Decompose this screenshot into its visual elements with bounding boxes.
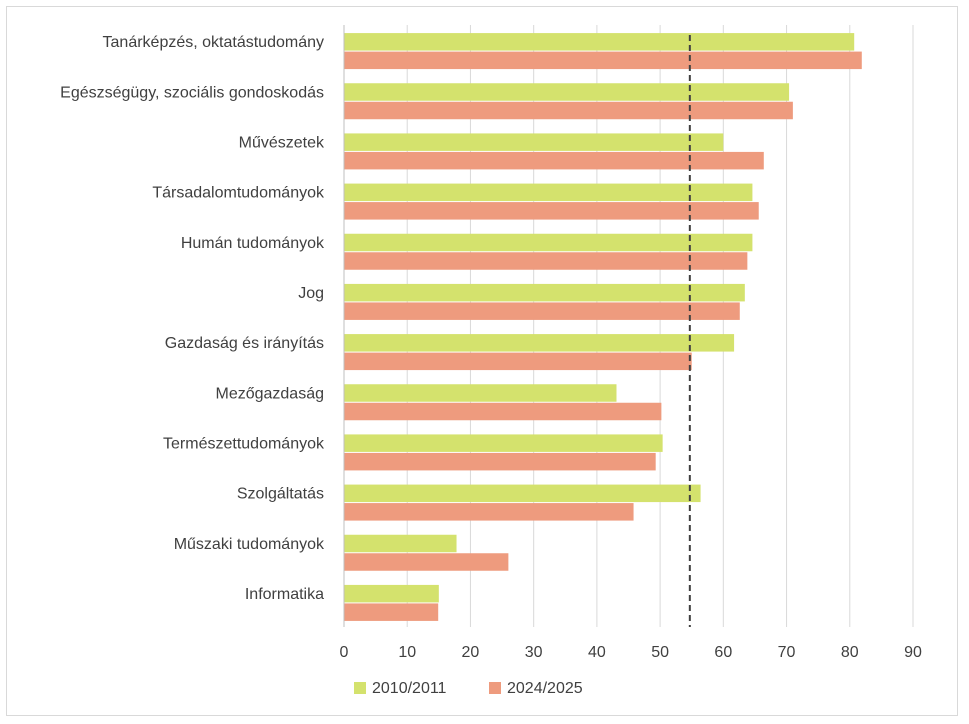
legend-label: 2010/2011 [372, 680, 447, 697]
category-label: Szolgáltatás [237, 486, 324, 503]
legend-swatch [354, 682, 366, 694]
bars [344, 33, 862, 621]
bar-series1 [344, 183, 753, 202]
category-label: Informatika [245, 586, 324, 603]
gridlines [406, 25, 914, 627]
category-labels: Tanárképzés, oktatástudomány Egészségügy,… [60, 34, 325, 603]
category-label: Társadalomtudományok [152, 185, 325, 202]
bar-series1 [344, 83, 790, 101]
x-tick-label: 70 [778, 644, 796, 661]
bar-series1 [344, 33, 855, 51]
bar-series1 [344, 233, 753, 252]
x-tick-label: 60 [714, 644, 732, 661]
x-tick-label: 90 [904, 644, 922, 661]
x-tick-labels: 0 10 20 30 40 50 60 70 80 90 [340, 644, 922, 661]
bar-series1 [344, 334, 735, 352]
bar-series2 [344, 252, 748, 270]
bar-series1 [344, 484, 701, 503]
x-tick-label: 20 [462, 644, 480, 661]
chart-frame: Tanárképzés, oktatástudomány Egészségügy,… [6, 6, 958, 716]
category-label: Tanárképzés, oktatástudomány [103, 34, 324, 51]
bar-series1 [344, 434, 663, 452]
bar-series2 [344, 452, 656, 471]
bar-series2 [344, 101, 793, 120]
bar-series2 [344, 603, 439, 621]
bar-series2 [344, 151, 764, 170]
bar-chart: Tanárképzés, oktatástudomány Egészségügy,… [60, 25, 922, 697]
legend-swatch [489, 682, 501, 694]
bar-series1 [344, 584, 439, 603]
bar-series1 [344, 283, 745, 302]
x-tick-label: 50 [651, 644, 669, 661]
bar-series2 [344, 553, 509, 571]
legend-label: 2024/2025 [507, 680, 583, 697]
bar-series2 [344, 51, 862, 70]
x-tick-label: 40 [588, 644, 606, 661]
bar-series2 [344, 202, 759, 220]
category-label: Természettudományok [163, 435, 325, 452]
x-tick-label: 30 [525, 644, 543, 661]
category-label: Műszaki tudományok [174, 536, 325, 553]
category-label: Gazdaság és irányítás [165, 335, 324, 352]
bar-series1 [344, 534, 457, 553]
bar-series2 [344, 402, 662, 421]
category-label: Humán tudományok [181, 235, 325, 252]
category-label: Művészetek [239, 134, 325, 151]
category-label: Egészségügy, szociális gondoskodás [60, 84, 324, 101]
legend: 2010/2011 2024/2025 [354, 680, 583, 697]
x-tick-label: 0 [340, 644, 349, 661]
category-label: Jog [298, 285, 324, 302]
bar-series1 [344, 384, 617, 402]
bar-series2 [344, 302, 740, 320]
bar-series2 [344, 503, 634, 521]
x-tick-label: 10 [398, 644, 416, 661]
bar-series2 [344, 352, 692, 371]
x-tick-label: 80 [841, 644, 859, 661]
bar-series1 [344, 133, 724, 151]
category-label: Mezőgazdaság [215, 385, 324, 402]
